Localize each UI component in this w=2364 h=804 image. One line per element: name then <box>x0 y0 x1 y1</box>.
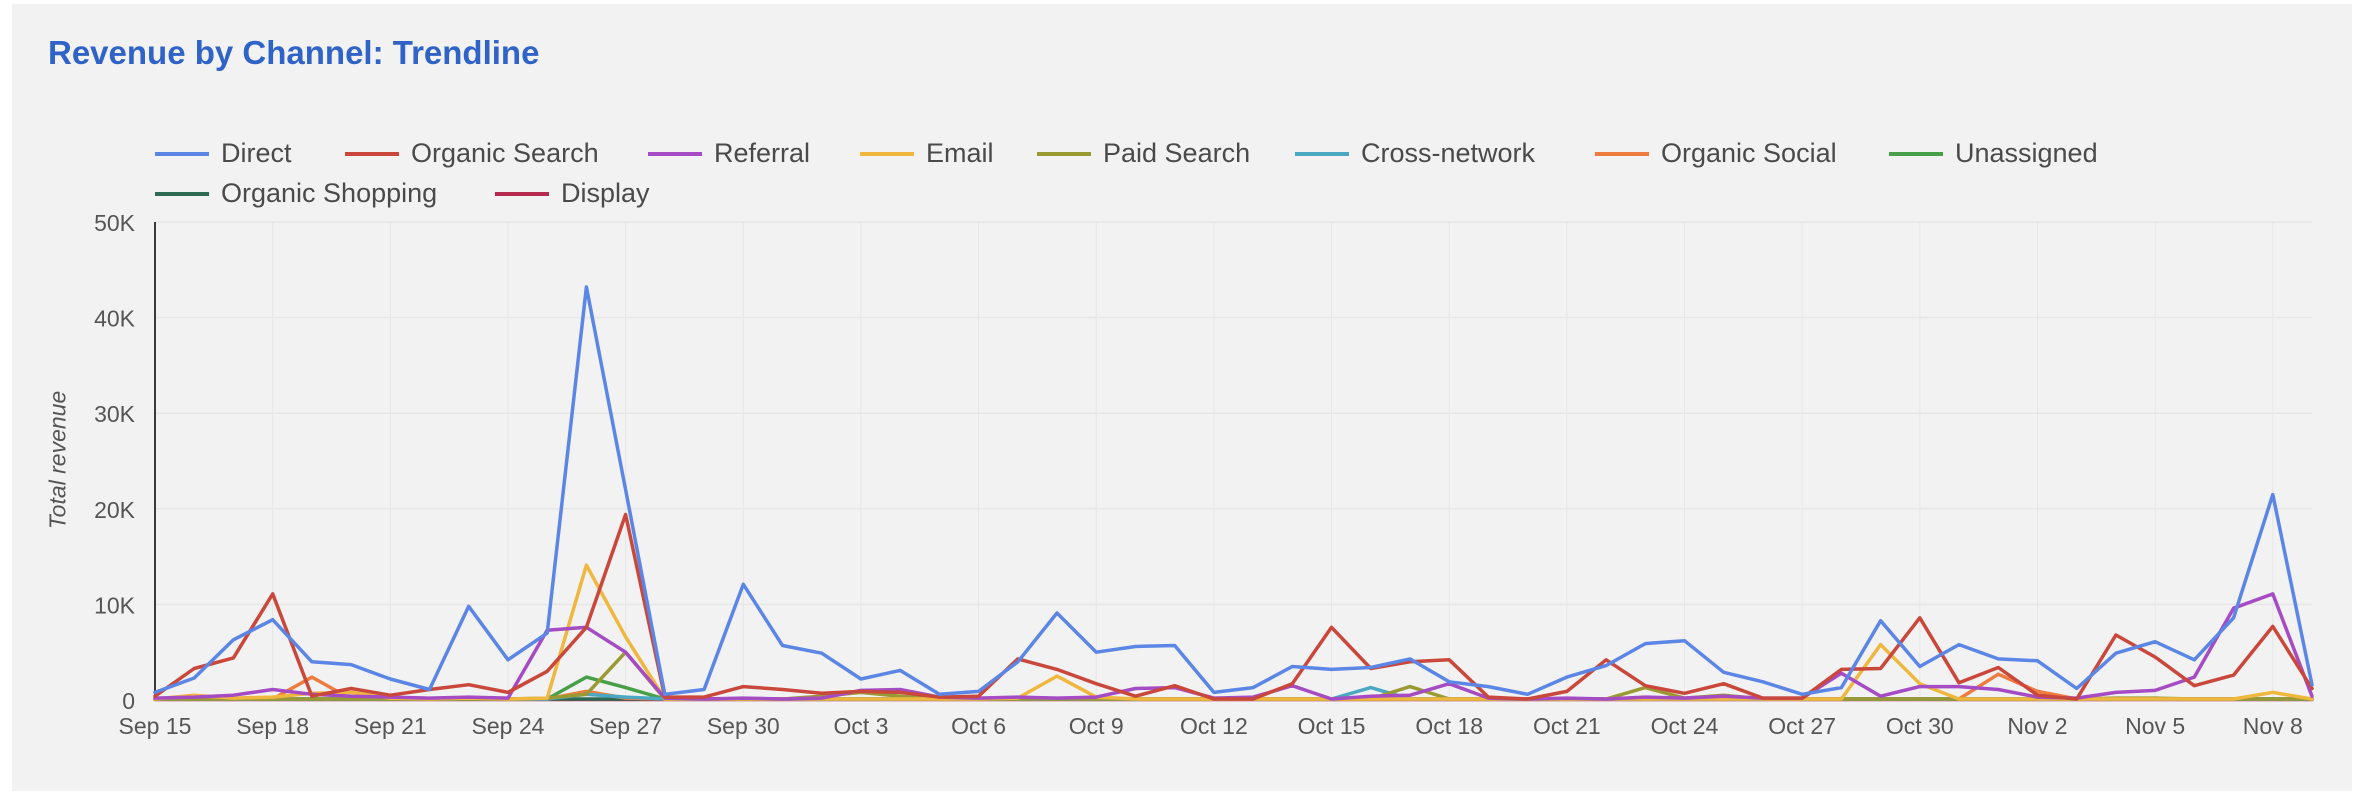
x-tick-label: Oct 15 <box>1298 713 1366 739</box>
x-tick-label: Sep 24 <box>472 713 545 739</box>
legend-label: Organic Shopping <box>221 178 438 208</box>
legend-label: Email <box>926 138 994 168</box>
legend-swatch <box>1295 151 1349 156</box>
y-tick-label: 0 <box>122 688 135 714</box>
legend-label: Paid Search <box>1103 138 1251 168</box>
legend-item-direct: Direct <box>155 138 292 169</box>
y-tick-label: 30K <box>94 401 136 427</box>
series-line-organic-search <box>153 512 2314 701</box>
legend-label: Organic Search <box>411 138 599 168</box>
legend-label: Organic Social <box>1661 138 1837 168</box>
legend-item-paid-search: Paid Search <box>1037 138 1250 169</box>
series-line-paid-search <box>153 650 2314 701</box>
legend-swatch <box>345 151 399 156</box>
chart-title: Revenue by Channel: Trendline <box>48 34 540 71</box>
y-tick-label: 40K <box>94 306 136 332</box>
y-tick-label: 10K <box>94 592 136 618</box>
series-line-referral <box>153 592 2314 701</box>
legend-swatch <box>1889 151 1943 156</box>
legend-item-unassigned: Unassigned <box>1889 138 2098 169</box>
legend-swatch <box>1595 151 1649 156</box>
chart-card <box>12 4 2352 791</box>
legend-item-organic-social: Organic Social <box>1595 138 1837 169</box>
legend-label: Display <box>561 178 650 208</box>
legend-swatch <box>155 191 209 196</box>
legend-label: Unassigned <box>1955 138 2098 168</box>
x-tick-label: Oct 12 <box>1180 713 1248 739</box>
x-tick-label: Oct 18 <box>1415 713 1483 739</box>
legend-label: Direct <box>221 138 292 168</box>
series-line-direct <box>153 285 2314 697</box>
x-tick-label: Sep 21 <box>354 713 427 739</box>
legend-swatch <box>648 151 702 156</box>
x-tick-label: Nov 8 <box>2243 713 2303 739</box>
legend-item-referral: Referral <box>648 138 810 169</box>
x-tick-label: Oct 9 <box>1069 713 1124 739</box>
x-tick-label: Oct 3 <box>833 713 888 739</box>
legend-item-email: Email <box>860 138 994 169</box>
legend-swatch <box>155 151 209 156</box>
x-tick-label: Nov 5 <box>2125 713 2185 739</box>
legend-item-display: Display <box>495 178 650 209</box>
legend-item-organic-search: Organic Search <box>345 138 599 169</box>
legend-item-organic-shopping: Organic Shopping <box>155 178 437 209</box>
x-tick-label: Sep 30 <box>707 713 780 739</box>
x-tick-label: Oct 27 <box>1768 713 1836 739</box>
x-tick-label: Oct 30 <box>1886 713 1954 739</box>
x-tick-label: Sep 27 <box>589 713 662 739</box>
y-tick-label: 50K <box>94 210 136 236</box>
x-tick-label: Oct 24 <box>1651 713 1719 739</box>
x-tick-label: Oct 21 <box>1533 713 1601 739</box>
x-tick-label: Sep 15 <box>119 713 192 739</box>
x-tick-label: Nov 2 <box>2007 713 2067 739</box>
legend-swatch <box>1037 151 1091 156</box>
x-tick-label: Oct 6 <box>951 713 1006 739</box>
legend-label: Cross-network <box>1361 138 1536 168</box>
legend-swatch <box>860 151 914 156</box>
x-tick-label: Sep 18 <box>236 713 309 739</box>
legend-item-cross-network: Cross-network <box>1295 138 1535 169</box>
legend-label: Referral <box>714 138 811 168</box>
y-tick-label: 20K <box>94 497 136 523</box>
legend-swatch <box>495 191 549 196</box>
